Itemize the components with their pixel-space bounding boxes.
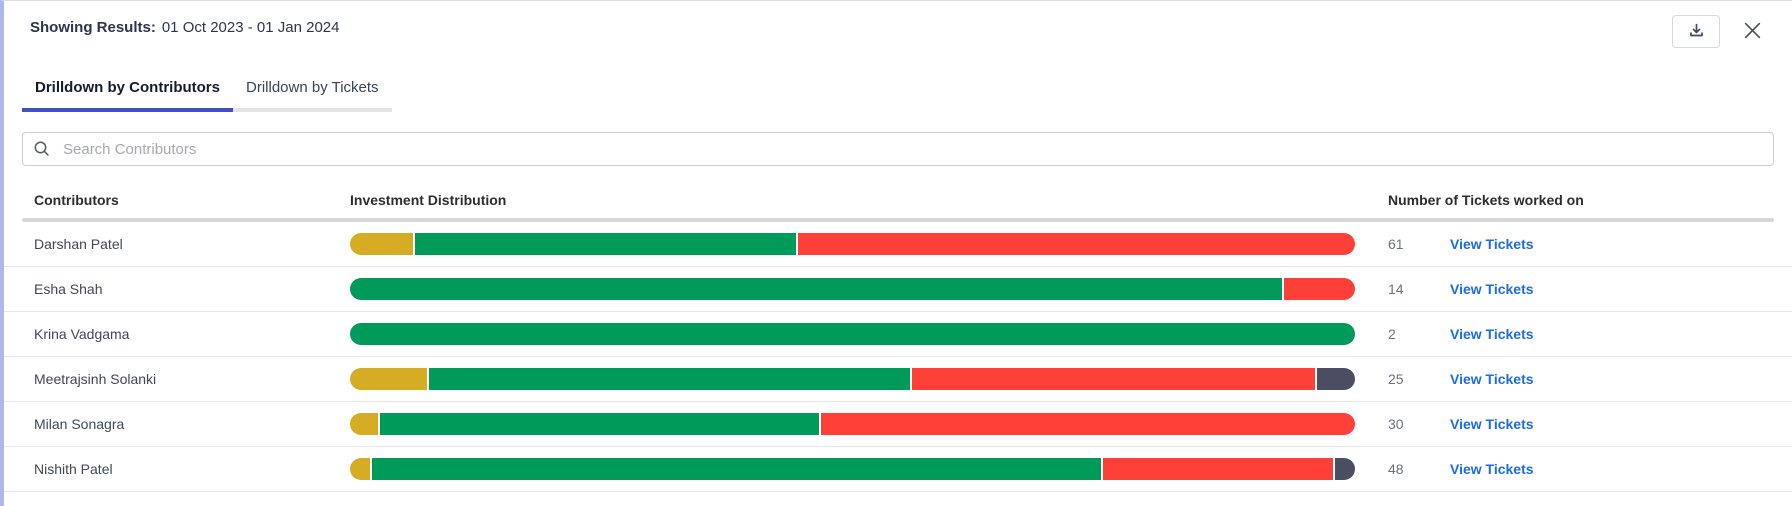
bar-segment-red [798,233,1355,255]
view-tickets-link[interactable]: View Tickets [1450,236,1534,252]
bar-segment-red [1103,458,1334,480]
column-header-number-of-tickets: Number of Tickets worked on [1388,192,1584,208]
view-tickets-link[interactable]: View Tickets [1450,281,1534,297]
investment-bar [350,458,1355,480]
bar-segment-red [912,368,1316,390]
close-icon [1741,19,1764,45]
investment-bar [350,413,1355,435]
tab-drilldown-by-tickets[interactable]: Drilldown by Tickets [233,71,392,112]
table-row: Meetrajsinh Solanki 25 View Tickets [4,357,1792,402]
bar-segment-green [350,323,1355,345]
table-body: Darshan Patel 61 View Tickets Esha Shah … [4,222,1792,492]
search-icon [32,139,52,164]
investment-bar-cell [350,413,1355,435]
contributor-name: Nishith Patel [34,461,113,477]
search-bar [22,132,1774,166]
ticket-count: 30 [1388,416,1404,432]
bar-segment-red [1283,278,1355,300]
table-row: Nishith Patel 48 View Tickets [4,447,1792,492]
close-button[interactable] [1738,18,1766,46]
investment-bar-cell [350,368,1355,390]
contributors-table: Contributors Investment Distribution Num… [4,192,1792,492]
view-tickets-link[interactable]: View Tickets [1450,371,1534,387]
table-row: Krina Vadgama 2 View Tickets [4,312,1792,357]
column-header-investment-distribution: Investment Distribution [350,192,507,208]
table-header-row: Contributors Investment Distribution Num… [4,192,1792,218]
investment-bar [350,233,1355,255]
ticket-count: 61 [1388,236,1404,252]
contributor-name: Milan Sonagra [34,416,125,432]
header-divider [22,218,1774,222]
view-tickets-link[interactable]: View Tickets [1450,326,1534,342]
view-tickets-link[interactable]: View Tickets [1450,416,1534,432]
investment-bar [350,323,1355,345]
bar-segment-green [415,233,797,255]
ticket-count: 2 [1388,326,1396,342]
bar-segment-dark [1317,368,1355,390]
bar-segment-yellow [350,233,414,255]
ticket-count: 25 [1388,371,1404,387]
bar-segment-yellow [350,413,379,435]
bar-segment-yellow [350,458,370,480]
showing-results-text: Showing Results: 01 Oct 2023 - 01 Jan 202… [30,15,339,36]
header-actions [1672,15,1766,48]
contributor-name: Krina Vadgama [34,326,130,342]
bar-segment-green [371,458,1102,480]
contributor-name: Meetrajsinh Solanki [34,371,157,387]
contributor-name: Darshan Patel [34,236,123,252]
contributor-name: Esha Shah [34,281,103,297]
bar-segment-green [428,368,911,390]
column-header-contributors: Contributors [34,192,119,208]
investment-bar-cell [350,323,1355,345]
panel-header: Showing Results: 01 Oct 2023 - 01 Jan 202… [4,1,1792,57]
bar-segment-dark [1335,458,1355,480]
date-range-value: 01 Oct 2023 - 01 Jan 2024 [161,19,340,36]
bar-segment-yellow [350,368,427,390]
investment-bar-cell [350,278,1355,300]
bar-segment-red [821,413,1355,435]
search-contributors-input[interactable] [22,132,1774,166]
ticket-count: 14 [1388,281,1404,297]
investment-bar [350,368,1355,390]
view-tickets-link[interactable]: View Tickets [1450,461,1534,477]
download-icon [1688,22,1705,42]
ticket-count: 48 [1388,461,1404,477]
bar-segment-green [350,278,1282,300]
table-row: Milan Sonagra 30 View Tickets [4,402,1792,447]
investment-bar [350,278,1355,300]
investment-bar-cell [350,458,1355,480]
tab-drilldown-by-contributors[interactable]: Drilldown by Contributors [22,71,233,112]
table-row: Darshan Patel 61 View Tickets [4,222,1792,267]
download-button[interactable] [1672,15,1720,48]
showing-results-label: Showing Results: [30,19,156,36]
investment-bar-cell [350,233,1355,255]
tab-bar: Drilldown by Contributors Drilldown by T… [22,71,1792,112]
bar-segment-green [380,413,820,435]
table-row: Esha Shah 14 View Tickets [4,267,1792,312]
